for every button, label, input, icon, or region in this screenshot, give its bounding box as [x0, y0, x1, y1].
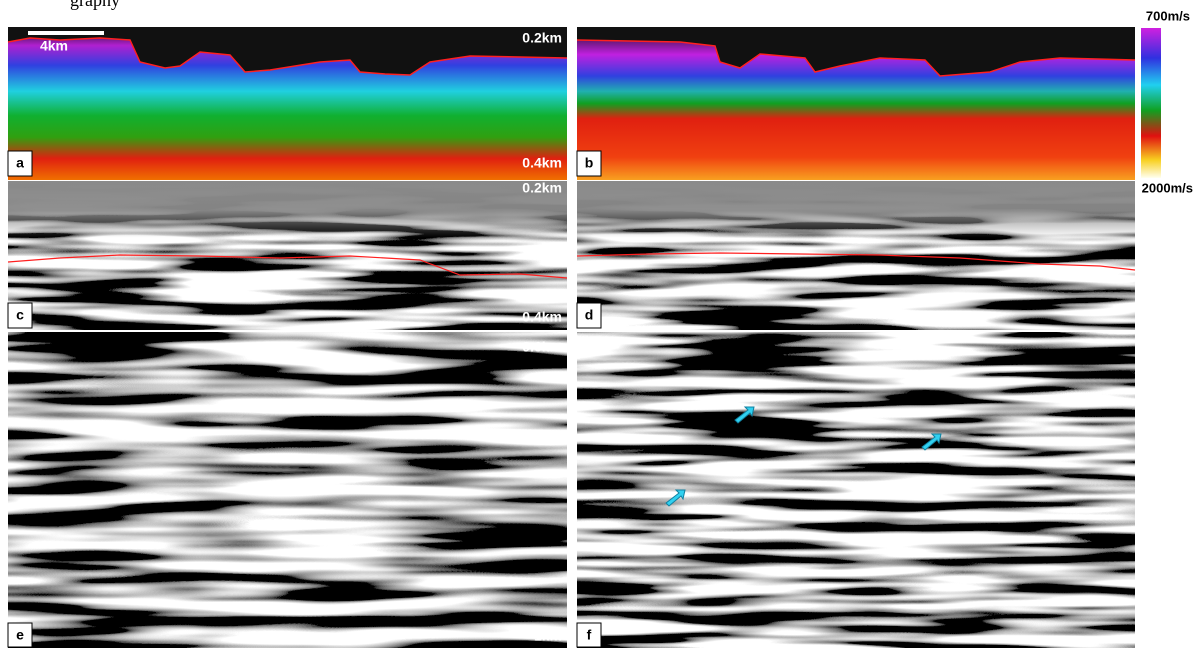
- annotation: 0.4km: [522, 155, 562, 171]
- annotation: 0.2km: [522, 30, 562, 46]
- label-box: [7, 302, 33, 329]
- annotation: 1km: [534, 628, 562, 644]
- label-box: [576, 622, 602, 648]
- arrow: [734, 406, 755, 424]
- air-layer: [577, 27, 1135, 76]
- horizon-line: [576, 39, 1136, 77]
- label-box: [576, 302, 602, 329]
- panel-label: e: [16, 627, 24, 643]
- cut-caption: graphy: [70, 0, 120, 10]
- annotation: 0.6km: [522, 339, 562, 355]
- annotation: 4km: [40, 38, 68, 54]
- horizon-line: [576, 252, 1136, 271]
- label-box: [7, 622, 33, 648]
- seismic-panel: [577, 332, 1135, 648]
- panel-label: c: [16, 307, 24, 323]
- colorbar-label: 700m/s: [1146, 8, 1190, 23]
- arrow: [665, 489, 686, 507]
- label-box: [7, 150, 33, 177]
- horizon-line: [7, 37, 568, 76]
- colorbar-label: 2000m/s: [1142, 180, 1193, 195]
- panel-label: b: [585, 155, 594, 171]
- panel-label: d: [585, 307, 594, 323]
- panel-label: a: [16, 155, 24, 171]
- arrows: [665, 406, 942, 507]
- colorbar: [1141, 28, 1161, 178]
- panel-label: f: [587, 627, 592, 643]
- shade: [577, 181, 1135, 330]
- annotation: 0.4km: [522, 309, 562, 325]
- arrow: [921, 433, 942, 451]
- annotation: 0.2km: [522, 180, 562, 196]
- horizon-line: [7, 254, 568, 279]
- seismic-panel: [8, 332, 567, 648]
- shade: [8, 181, 567, 330]
- label-box: [576, 150, 602, 177]
